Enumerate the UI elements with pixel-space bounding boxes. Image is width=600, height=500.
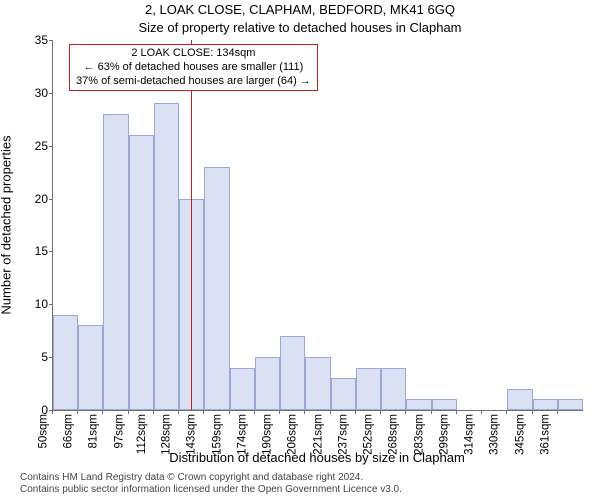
x-tick-mark xyxy=(178,410,179,414)
x-tick-label: 345sqm xyxy=(514,414,526,455)
histogram-bar xyxy=(331,378,356,410)
histogram-bar xyxy=(381,368,406,410)
x-tick-label: 174sqm xyxy=(236,414,248,455)
histogram-bar xyxy=(204,167,229,410)
x-tick-mark xyxy=(481,410,482,414)
x-tick-label: 283sqm xyxy=(413,414,425,455)
x-axis-label: Distribution of detached houses by size … xyxy=(52,450,582,465)
x-tick-mark xyxy=(102,410,103,414)
x-tick-label: 206sqm xyxy=(287,414,299,455)
histogram-bar xyxy=(78,325,103,410)
histogram-bar xyxy=(406,399,431,410)
y-tick-label: 30 xyxy=(0,86,48,100)
x-tick-mark xyxy=(355,410,356,414)
histogram-bar xyxy=(280,336,305,410)
annotation-line3: 37% of semi-detached houses are larger (… xyxy=(76,75,311,89)
histogram-bar xyxy=(558,399,583,410)
x-tick-label: 81sqm xyxy=(88,414,100,449)
x-tick-mark xyxy=(304,410,305,414)
x-tick-mark xyxy=(431,410,432,414)
x-tick-label: 237sqm xyxy=(337,414,349,455)
x-tick-mark xyxy=(229,410,230,414)
license-line1: Contains HM Land Registry data © Crown c… xyxy=(20,472,402,484)
x-tick-mark xyxy=(77,410,78,414)
histogram-bar xyxy=(129,135,154,410)
subject-marker-line xyxy=(191,40,192,410)
x-tick-mark xyxy=(128,410,129,414)
x-tick-label: 221sqm xyxy=(312,414,324,455)
annotation-box: 2 LOAK CLOSE: 134sqm ← 63% of detached h… xyxy=(69,44,318,91)
x-tick-mark xyxy=(203,410,204,414)
chart-title-address: 2, LOAK CLOSE, CLAPHAM, BEDFORD, MK41 6G… xyxy=(0,2,600,17)
y-tick-label: 15 xyxy=(0,244,48,258)
histogram-bar xyxy=(533,399,558,410)
x-tick-mark xyxy=(557,410,558,414)
y-tick-label: 5 xyxy=(0,350,48,364)
histogram-bar xyxy=(103,114,128,410)
x-tick-label: 159sqm xyxy=(211,414,223,455)
x-tick-label: 112sqm xyxy=(136,414,148,454)
x-tick-mark xyxy=(380,410,381,414)
x-tick-mark xyxy=(405,410,406,414)
plot-area: 2 LOAK CLOSE: 134sqm ← 63% of detached h… xyxy=(52,40,583,411)
bars-group xyxy=(53,40,583,410)
histogram-bar xyxy=(154,103,179,410)
x-tick-label: 128sqm xyxy=(161,414,173,455)
x-tick-mark xyxy=(456,410,457,414)
x-tick-label: 97sqm xyxy=(113,414,125,449)
license-line2: Contains public sector information licen… xyxy=(20,484,402,496)
chart-container: 2, LOAK CLOSE, CLAPHAM, BEDFORD, MK41 6G… xyxy=(0,0,600,500)
x-tick-mark xyxy=(52,410,53,414)
x-tick-label: 330sqm xyxy=(489,414,501,455)
x-tick-label: 143sqm xyxy=(186,414,198,455)
x-tick-label: 361sqm xyxy=(539,414,551,455)
annotation-line2: ← 63% of detached houses are smaller (11… xyxy=(76,61,311,75)
x-tick-label: 66sqm xyxy=(63,414,75,449)
x-tick-label: 314sqm xyxy=(464,414,476,455)
histogram-bar xyxy=(53,315,78,410)
x-tick-mark xyxy=(279,410,280,414)
x-tick-mark xyxy=(153,410,154,414)
histogram-bar xyxy=(255,357,280,410)
x-tick-label: 50sqm xyxy=(38,414,50,449)
histogram-bar xyxy=(356,368,381,410)
histogram-bar xyxy=(230,368,255,410)
x-tick-mark xyxy=(532,410,533,414)
y-tick-label: 10 xyxy=(0,297,48,311)
x-tick-label: 299sqm xyxy=(438,414,450,455)
y-tick-label: 35 xyxy=(0,33,48,47)
histogram-bar xyxy=(507,389,532,410)
x-tick-label: 268sqm xyxy=(388,414,400,455)
license-text: Contains HM Land Registry data © Crown c… xyxy=(20,472,402,496)
y-tick-label: 20 xyxy=(0,192,48,206)
histogram-bar xyxy=(179,199,204,410)
annotation-line1: 2 LOAK CLOSE: 134sqm xyxy=(76,47,311,61)
y-tick-label: 25 xyxy=(0,139,48,153)
x-tick-mark xyxy=(254,410,255,414)
chart-title-subtitle: Size of property relative to detached ho… xyxy=(0,20,600,35)
histogram-bar xyxy=(305,357,330,410)
histogram-bar xyxy=(432,399,457,410)
x-tick-mark xyxy=(330,410,331,414)
x-tick-mark xyxy=(506,410,507,414)
x-tick-label: 252sqm xyxy=(363,414,375,455)
y-axis-label: Number of detached properties xyxy=(0,135,14,314)
x-tick-label: 190sqm xyxy=(262,414,274,455)
